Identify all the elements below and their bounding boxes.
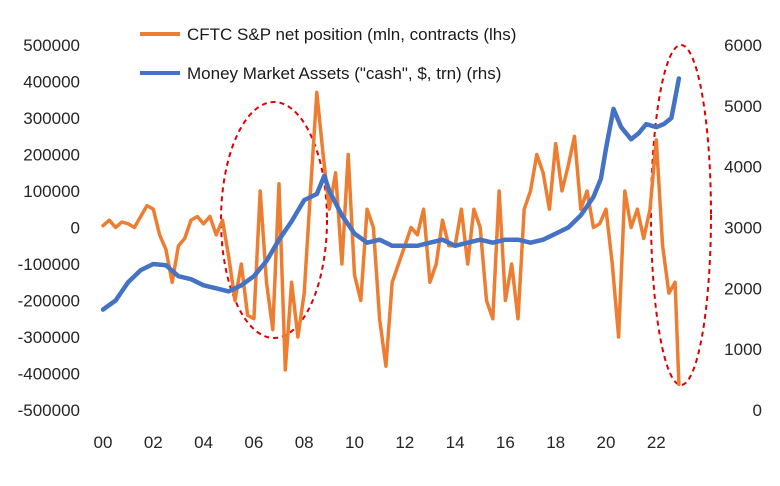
x-tick-label: 04 <box>194 433 213 452</box>
y-right-tick-label: 5000 <box>724 97 762 116</box>
highlight-ellipse-2005-2008 <box>220 101 328 339</box>
x-tick-label: 00 <box>94 433 113 452</box>
y-left-tick-label: -100000 <box>18 255 80 274</box>
y-left-tick-label: 200000 <box>23 146 80 165</box>
y-left-tick-label: 0 <box>71 219 80 238</box>
y-right-tick-label: 4000 <box>724 158 762 177</box>
x-tick-label: 20 <box>597 433 616 452</box>
x-tick-label: 14 <box>446 433 465 452</box>
y-left-tick-label: -500000 <box>18 401 80 420</box>
x-tick-label: 08 <box>295 433 314 452</box>
axis-x: 00 02 04 06 08 10 12 14 16 18 20 22 <box>94 433 666 452</box>
x-tick-label: 22 <box>647 433 666 452</box>
axis-left: 500000 400000 300000 200000 100000 0 -100000 -2… <box>18 36 80 420</box>
series-line-cftc <box>101 90 681 387</box>
x-tick-label: 12 <box>395 433 414 452</box>
y-right-tick-label: 3000 <box>724 219 762 238</box>
series-line-money-market <box>100 76 682 312</box>
highlight-ellipse-2022 <box>650 44 712 386</box>
x-tick-label: 02 <box>144 433 163 452</box>
axis-right: 6000 5000 4000 3000 2000 1000 0 <box>724 36 762 420</box>
y-left-tick-label: 500000 <box>23 36 80 55</box>
annotation-layer <box>220 44 712 386</box>
y-right-tick-label: 6000 <box>724 36 762 55</box>
y-left-tick-label: -200000 <box>18 292 80 311</box>
x-tick-label: 10 <box>345 433 364 452</box>
y-left-tick-label: 400000 <box>23 73 80 92</box>
x-tick-label: 18 <box>546 433 565 452</box>
x-tick-label: 16 <box>496 433 515 452</box>
y-left-tick-label: 100000 <box>23 182 80 201</box>
y-left-tick-label: 300000 <box>23 109 80 128</box>
x-tick-label: 06 <box>244 433 263 452</box>
legend-label-cftc: CFTC S&P net position (mln, contracts (l… <box>187 25 516 44</box>
y-left-tick-label: -300000 <box>18 328 80 347</box>
y-right-tick-label: 2000 <box>724 279 762 298</box>
y-right-tick-label: 1000 <box>724 340 762 359</box>
y-right-tick-label: 0 <box>753 401 762 420</box>
series-layer <box>100 76 682 387</box>
y-left-tick-label: -400000 <box>18 365 80 384</box>
legend: CFTC S&P net position (mln, contracts (l… <box>140 25 516 83</box>
legend-label-money-market: Money Market Assets ("cash", $, trn) (rh… <box>187 64 501 83</box>
